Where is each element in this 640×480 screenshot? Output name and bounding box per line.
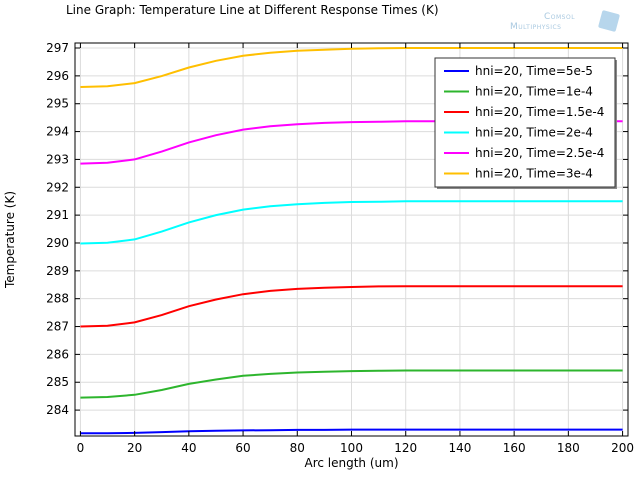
ticks: 0 20 40 60 80 100 120 140 160 180 200 284 285 286 287 2… xyxy=(46,41,634,455)
comsol-logo: Comsol Multiphysics xyxy=(508,9,623,36)
series-line xyxy=(80,428,623,435)
logo-text-2: Multiphysics xyxy=(510,22,562,32)
x-tick-label: 160 xyxy=(503,441,526,455)
legend-entry: hni=20, Time=1e-4 xyxy=(475,85,593,99)
x-tick-label: 0 xyxy=(77,441,85,455)
y-tick-label: 293 xyxy=(46,152,69,166)
series-line xyxy=(80,200,623,245)
legend-entry: hni=20, Time=1.5e-4 xyxy=(475,105,604,119)
y-tick-label: 294 xyxy=(46,125,69,139)
legend-entry: hni=20, Time=2e-4 xyxy=(475,126,593,140)
series-line xyxy=(80,369,623,399)
y-tick-label: 295 xyxy=(46,97,69,111)
x-tick-label: 140 xyxy=(448,441,471,455)
y-tick-label: 292 xyxy=(46,180,69,194)
x-tick-label: 80 xyxy=(290,441,305,455)
x-tick-label: 180 xyxy=(557,441,580,455)
y-tick-label: 287 xyxy=(46,320,69,334)
legend-entry: hni=20, Time=5e-5 xyxy=(475,64,593,78)
y-tick-label: 288 xyxy=(46,292,69,306)
chart-title: Line Graph: Temperature Line at Differen… xyxy=(66,3,439,17)
x-axis-label: Arc length (um) xyxy=(304,456,398,470)
y-tick-label: 296 xyxy=(46,69,69,83)
y-tick-label: 286 xyxy=(46,347,69,361)
x-tick-label: 200 xyxy=(611,441,634,455)
y-tick-label: 284 xyxy=(46,403,69,417)
x-tick-label: 100 xyxy=(340,441,363,455)
series-line xyxy=(80,285,623,328)
legend: hni=20, Time=5e-5 hni=20, Time=1e-4 hni=20… xyxy=(434,57,617,189)
series-line xyxy=(80,47,623,88)
legend-entry: hni=20, Time=3e-4 xyxy=(475,167,593,181)
x-tick-label: 20 xyxy=(127,441,142,455)
x-tick-label: 120 xyxy=(394,441,417,455)
y-axis-label: Temperature (K) xyxy=(3,191,17,289)
y-tick-label: 290 xyxy=(46,236,69,250)
y-tick-label: 291 xyxy=(46,208,69,222)
logo-text-1: Comsol xyxy=(544,12,576,22)
y-tick-label: 297 xyxy=(46,41,69,55)
x-tick-label: 40 xyxy=(181,441,196,455)
y-tick-label: 289 xyxy=(46,264,69,278)
x-tick-label: 60 xyxy=(235,441,250,455)
legend-entry: hni=20, Time=2.5e-4 xyxy=(475,146,604,160)
legend-box xyxy=(434,57,616,188)
y-tick-label: 285 xyxy=(46,375,69,389)
